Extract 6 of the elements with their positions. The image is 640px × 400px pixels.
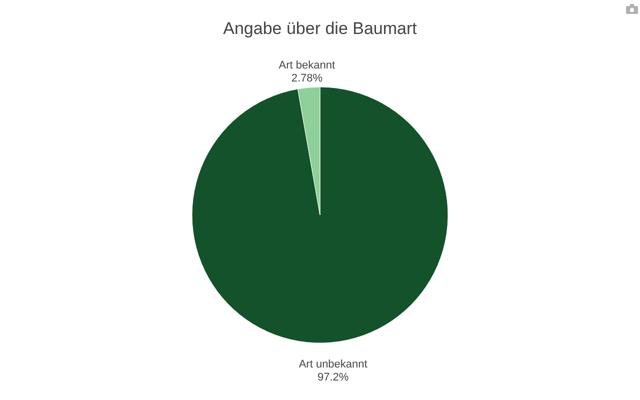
slice-label: Art unbekannt: [298, 358, 368, 370]
slice-label: Art bekannt: [278, 60, 336, 72]
pie-slice: [192, 86, 448, 344]
data-label: 2.78%: [291, 72, 323, 85]
data-label: 97.2%: [317, 371, 349, 384]
chart-title: Angabe über die Baumart: [223, 19, 418, 38]
